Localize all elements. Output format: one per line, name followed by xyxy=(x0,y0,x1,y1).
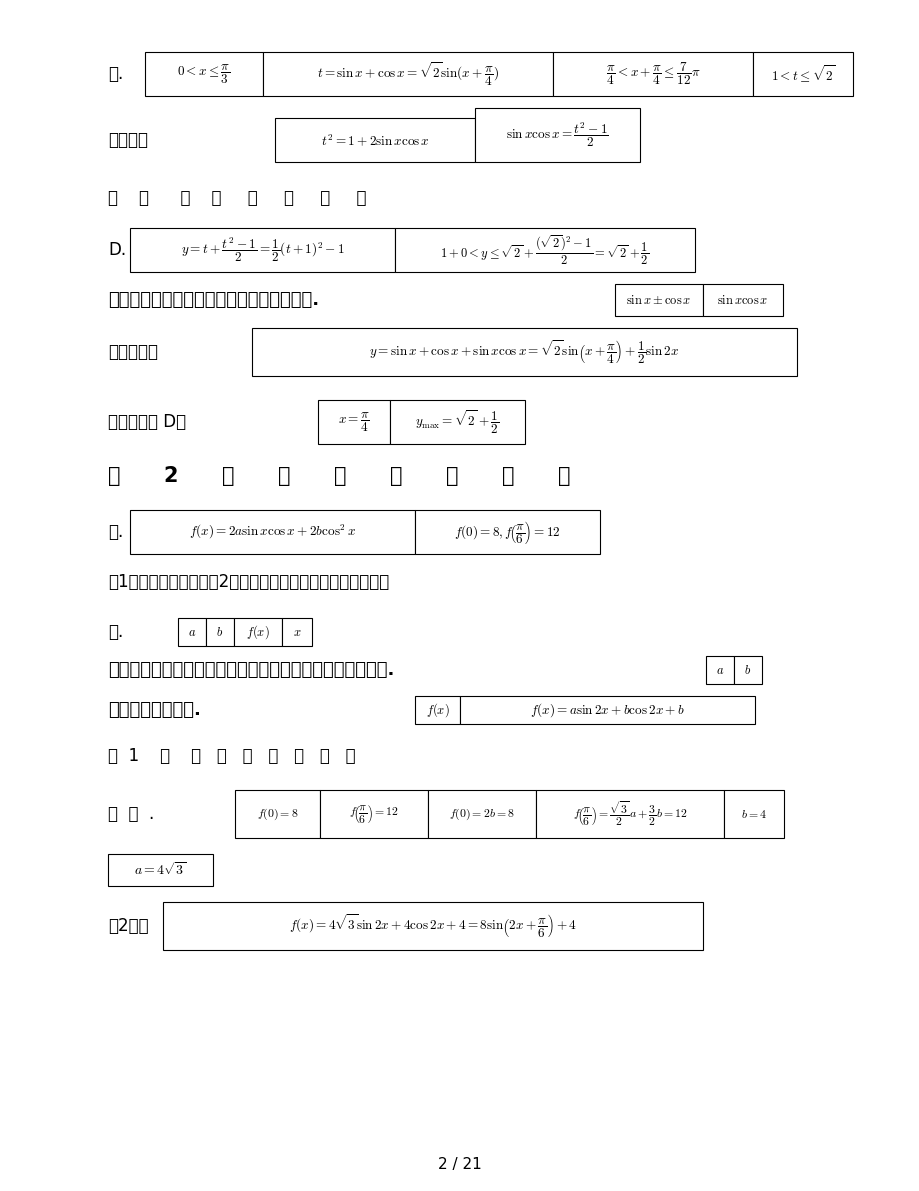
Text: $x$: $x$ xyxy=(292,625,301,638)
Bar xyxy=(108,854,213,886)
Bar xyxy=(233,618,282,646)
Text: $a$: $a$ xyxy=(715,663,723,676)
Text: 解法二：，: 解法二：， xyxy=(108,343,158,361)
Bar xyxy=(130,510,414,554)
Text: $b = 4$: $b = 4$ xyxy=(740,807,766,821)
Text: 分析：待定系数求，；然后用倍角公式和降幂公式转化问题.: 分析：待定系数求，；然后用倍角公式和降幂公式转化问题. xyxy=(108,661,394,679)
Text: $f(x)$: $f(x)$ xyxy=(425,701,448,719)
Text: 以  ，  .: 以 ， . xyxy=(108,805,154,823)
Text: 解析：函数可化为.: 解析：函数可化为. xyxy=(108,701,200,719)
Text: $1+0 < y \leq \sqrt{2} + \dfrac{(\sqrt{2})^2-1}{2} = \sqrt{2}+\dfrac{1}{2}$: $1+0 < y \leq \sqrt{2} + \dfrac{(\sqrt{2… xyxy=(440,233,649,267)
Bar xyxy=(252,328,796,376)
Bar xyxy=(536,790,723,838)
Text: $\sin x\cos x$: $\sin x\cos x$ xyxy=(717,293,768,306)
Text: 当时，，选 D。: 当时，，选 D。 xyxy=(108,413,186,431)
Text: 得.: 得. xyxy=(108,66,123,83)
Text: $a$: $a$ xyxy=(187,625,196,638)
Text: $x = \dfrac{\pi}{4}$: $x = \dfrac{\pi}{4}$ xyxy=(337,411,369,434)
Bar xyxy=(320,790,427,838)
Text: $f\!\left(\dfrac{\pi}{6}\right) = 12$: $f\!\left(\dfrac{\pi}{6}\right) = 12$ xyxy=(348,803,399,825)
Bar xyxy=(723,790,783,838)
Text: $y_{\max} = \sqrt{2}+\dfrac{1}{2}$: $y_{\max} = \sqrt{2}+\dfrac{1}{2}$ xyxy=(414,409,499,436)
Bar xyxy=(705,656,733,684)
Text: $b$: $b$ xyxy=(216,625,223,638)
Bar xyxy=(318,400,390,444)
Bar xyxy=(414,696,460,724)
Text: 得    ，      有    ．     选     择     答     案: 得 ， 有 ． 选 择 答 案 xyxy=(108,189,366,207)
Bar xyxy=(733,656,761,684)
Bar xyxy=(474,108,640,162)
Text: $f(0) = 2b = 8$: $f(0) = 2b = 8$ xyxy=(448,806,515,822)
Text: （  1    ）    由   ，   可   得   ，   ，   所: （ 1 ） 由 ， 可 得 ， ， 所 xyxy=(108,747,356,765)
Bar xyxy=(427,790,536,838)
Text: $\dfrac{\pi}{4} < x + \dfrac{\pi}{4} \leq \dfrac{7}{12}\pi$: $\dfrac{\pi}{4} < x + \dfrac{\pi}{4} \le… xyxy=(605,61,699,87)
Bar xyxy=(177,618,206,646)
Bar xyxy=(263,52,552,96)
Bar xyxy=(390,400,525,444)
Text: $\sin x \pm \cos x$: $\sin x \pm \cos x$ xyxy=(626,293,691,306)
Bar xyxy=(460,696,754,724)
Bar xyxy=(702,283,782,316)
Text: D.: D. xyxy=(108,241,126,258)
Text: $t = \sin x + \cos x = \sqrt{2}\sin(x+\dfrac{\pi}{4})$: $t = \sin x + \cos x = \sqrt{2}\sin(x+\d… xyxy=(316,61,499,88)
Bar xyxy=(234,790,320,838)
Text: $f(x)$: $f(x)$ xyxy=(246,623,269,641)
Bar xyxy=(414,510,599,554)
Text: $f(x) = a\sin 2x + b\cos 2x + b$: $f(x) = a\sin 2x + b\cos 2x + b$ xyxy=(529,701,685,719)
Bar xyxy=(614,283,702,316)
Text: $f\!\left(\dfrac{\pi}{6}\right) = \dfrac{\sqrt{3}}{2}a + \dfrac{3}{2}b = 12$: $f\!\left(\dfrac{\pi}{6}\right) = \dfrac… xyxy=(572,800,686,828)
Text: $f(x) = 4\sqrt{3}\sin 2x + 4\cos 2x + 4 = 8\sin\!\left(2x+\dfrac{\pi}{6}\right)+: $f(x) = 4\sqrt{3}\sin 2x + 4\cos 2x + 4 … xyxy=(289,912,576,940)
Bar xyxy=(206,618,233,646)
Bar xyxy=(552,52,752,96)
Bar xyxy=(752,52,852,96)
Bar xyxy=(394,227,694,272)
Bar xyxy=(130,227,394,272)
Text: （2），: （2）， xyxy=(108,917,149,935)
Text: 例      2      ．      已      知      函      数      ．      ，: 例 2 ． 已 知 函 数 ． ， xyxy=(108,466,570,486)
Text: 值.: 值. xyxy=(108,623,123,641)
Text: $y = \sin x + \cos x + \sin x\cos x = \sqrt{2}\sin\!\left(x+\dfrac{\pi}{4}\right: $y = \sin x + \cos x + \sin x\cos x = \s… xyxy=(369,338,679,366)
Text: $t^2 = 1 + 2\sin x\cos x$: $t^2 = 1 + 2\sin x\cos x$ xyxy=(320,132,429,148)
Text: $a = 4\sqrt{3}$: $a = 4\sqrt{3}$ xyxy=(134,861,187,879)
Text: 2 / 21: 2 / 21 xyxy=(437,1158,482,1172)
Text: 点评：涉及到与的问题时，通常用换元解决.: 点评：涉及到与的问题时，通常用换元解决. xyxy=(108,291,319,308)
Bar xyxy=(145,52,263,96)
Text: $f(0) = 8$: $f(0) = 8$ xyxy=(256,806,298,822)
Text: $0 < x \leq \dfrac{\pi}{3}$: $0 < x \leq \dfrac{\pi}{3}$ xyxy=(177,62,231,86)
Text: $f(x) = 2a\sin x\cos x + 2b\cos^2 x$: $f(x) = 2a\sin x\cos x + 2b\cos^2 x$ xyxy=(188,523,356,541)
Text: $b$: $b$ xyxy=(743,663,751,676)
Text: $\sin x\cos x = \dfrac{t^2-1}{2}$: $\sin x\cos x = \dfrac{t^2-1}{2}$ xyxy=(505,120,608,149)
Text: $1 < t \leq \sqrt{2}$: $1 < t \leq \sqrt{2}$ xyxy=(770,63,834,85)
Bar xyxy=(275,118,474,162)
Bar xyxy=(163,902,702,950)
Text: $f(0)=8, f\!\left(\dfrac{\pi}{6}\right)=12$: $f(0)=8, f\!\left(\dfrac{\pi}{6}\right)=… xyxy=(454,518,561,545)
Text: $y = t + \dfrac{t^2-1}{2} = \dfrac{1}{2}(t+1)^2 - 1$: $y = t + \dfrac{t^2-1}{2} = \dfrac{1}{2}… xyxy=(180,236,344,264)
Bar xyxy=(282,618,312,646)
Text: （1）求实数，的值；（2）求函数的最大值及取得最大值时的: （1）求实数，的值；（2）求函数的最大值及取得最大值时的 xyxy=(108,573,389,591)
Text: 又，得，: 又，得， xyxy=(108,131,148,149)
Text: 且.: 且. xyxy=(108,523,123,541)
